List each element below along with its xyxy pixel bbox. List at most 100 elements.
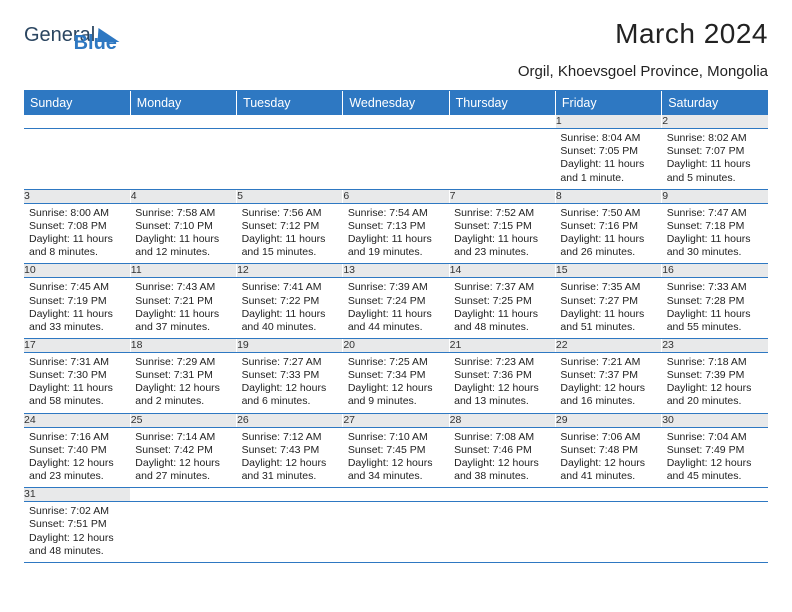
day-cell: Sunrise: 7:35 AMSunset: 7:27 PMDaylight:…: [555, 278, 661, 339]
sunrise-text: Sunrise: 7:37 AM: [454, 281, 550, 294]
day-number-cell: 20: [343, 338, 449, 352]
daylight-text2: and 12 minutes.: [135, 246, 231, 259]
sunrise-text: Sunrise: 7:21 AM: [560, 356, 656, 369]
day-cell: Sunrise: 7:21 AMSunset: 7:37 PMDaylight:…: [555, 353, 661, 414]
daylight-text2: and 33 minutes.: [29, 321, 125, 334]
calendar-table: SundayMondayTuesdayWednesdayThursdayFrid…: [24, 91, 768, 563]
daylight-text: Daylight: 12 hours: [348, 457, 444, 470]
daylight-text: Daylight: 12 hours: [560, 382, 656, 395]
daylight-text2: and 48 minutes.: [454, 321, 550, 334]
day-number-cell: 11: [130, 264, 236, 278]
day-cell: Sunrise: 7:50 AMSunset: 7:16 PMDaylight:…: [555, 203, 661, 264]
sunrise-text: Sunrise: 8:02 AM: [667, 132, 763, 145]
daylight-text2: and 45 minutes.: [667, 470, 763, 483]
daylight-text: Daylight: 12 hours: [135, 382, 231, 395]
day-number-cell: [24, 115, 130, 129]
sunset-text: Sunset: 7:10 PM: [135, 220, 231, 233]
day-cell: Sunrise: 7:29 AMSunset: 7:31 PMDaylight:…: [130, 353, 236, 414]
day-cell: Sunrise: 7:23 AMSunset: 7:36 PMDaylight:…: [449, 353, 555, 414]
sunset-text: Sunset: 7:07 PM: [667, 145, 763, 158]
daylight-text2: and 19 minutes.: [348, 246, 444, 259]
day-number-cell: [343, 488, 449, 502]
sunset-text: Sunset: 7:19 PM: [29, 295, 125, 308]
daylight-text: Daylight: 12 hours: [242, 457, 338, 470]
sunrise-text: Sunrise: 7:18 AM: [667, 356, 763, 369]
day-cell: Sunrise: 7:31 AMSunset: 7:30 PMDaylight:…: [24, 353, 130, 414]
weekday-header: Wednesday: [343, 91, 449, 115]
day-number-cell: 26: [237, 413, 343, 427]
day-cell: [237, 502, 343, 563]
sunset-text: Sunset: 7:40 PM: [29, 444, 125, 457]
day-cell: Sunrise: 7:04 AMSunset: 7:49 PMDaylight:…: [662, 427, 768, 488]
sunrise-text: Sunrise: 7:06 AM: [560, 431, 656, 444]
sunset-text: Sunset: 7:16 PM: [560, 220, 656, 233]
day-number-cell: 6: [343, 189, 449, 203]
day-number-cell: 16: [662, 264, 768, 278]
daylight-text: Daylight: 11 hours: [454, 233, 550, 246]
day-cell: Sunrise: 7:39 AMSunset: 7:24 PMDaylight:…: [343, 278, 449, 339]
daylight-text2: and 27 minutes.: [135, 470, 231, 483]
daylight-text: Daylight: 12 hours: [29, 457, 125, 470]
sunrise-text: Sunrise: 7:04 AM: [667, 431, 763, 444]
day-cell: Sunrise: 8:04 AMSunset: 7:05 PMDaylight:…: [555, 129, 661, 190]
daylight-text2: and 41 minutes.: [560, 470, 656, 483]
sunset-text: Sunset: 7:48 PM: [560, 444, 656, 457]
daylight-text: Daylight: 11 hours: [29, 233, 125, 246]
day-number-cell: [449, 115, 555, 129]
day-number-cell: 29: [555, 413, 661, 427]
day-cell: Sunrise: 7:54 AMSunset: 7:13 PMDaylight:…: [343, 203, 449, 264]
day-cell: [449, 502, 555, 563]
daylight-text: Daylight: 11 hours: [667, 308, 763, 321]
day-number-cell: [343, 115, 449, 129]
daylight-text2: and 48 minutes.: [29, 545, 125, 558]
day-cell: [130, 502, 236, 563]
day-number-cell: 15: [555, 264, 661, 278]
daylight-text: Daylight: 12 hours: [454, 457, 550, 470]
sunrise-text: Sunrise: 8:00 AM: [29, 207, 125, 220]
day-cell: Sunrise: 7:02 AMSunset: 7:51 PMDaylight:…: [24, 502, 130, 563]
daylight-text2: and 34 minutes.: [348, 470, 444, 483]
day-cell: Sunrise: 7:10 AMSunset: 7:45 PMDaylight:…: [343, 427, 449, 488]
day-number-cell: 17: [24, 338, 130, 352]
sunset-text: Sunset: 7:46 PM: [454, 444, 550, 457]
sunset-text: Sunset: 7:37 PM: [560, 369, 656, 382]
day-cell: [449, 129, 555, 190]
daylight-text2: and 23 minutes.: [454, 246, 550, 259]
daylight-text: Daylight: 12 hours: [560, 457, 656, 470]
day-number-cell: 19: [237, 338, 343, 352]
daylight-text2: and 44 minutes.: [348, 321, 444, 334]
sunset-text: Sunset: 7:34 PM: [348, 369, 444, 382]
daylight-text2: and 31 minutes.: [242, 470, 338, 483]
sunset-text: Sunset: 7:28 PM: [667, 295, 763, 308]
daylight-text2: and 9 minutes.: [348, 395, 444, 408]
day-cell: [555, 502, 661, 563]
day-cell: Sunrise: 7:45 AMSunset: 7:19 PMDaylight:…: [24, 278, 130, 339]
daylight-text: Daylight: 11 hours: [135, 308, 231, 321]
daylight-text2: and 40 minutes.: [242, 321, 338, 334]
sunrise-text: Sunrise: 7:45 AM: [29, 281, 125, 294]
location-label: Orgil, Khoevsgoel Province, Mongolia: [24, 63, 768, 84]
daylight-text: Daylight: 12 hours: [29, 532, 125, 545]
day-number-cell: 31: [24, 488, 130, 502]
sunrise-text: Sunrise: 7:47 AM: [667, 207, 763, 220]
daylight-text: Daylight: 11 hours: [560, 308, 656, 321]
weekday-header: Tuesday: [237, 91, 343, 115]
sunset-text: Sunset: 7:45 PM: [348, 444, 444, 457]
sunset-text: Sunset: 7:25 PM: [454, 295, 550, 308]
sunrise-text: Sunrise: 7:27 AM: [242, 356, 338, 369]
sunrise-text: Sunrise: 7:29 AM: [135, 356, 231, 369]
daylight-text: Daylight: 12 hours: [454, 382, 550, 395]
day-number-cell: [237, 115, 343, 129]
day-number-cell: [449, 488, 555, 502]
daylight-text: Daylight: 11 hours: [135, 233, 231, 246]
weekday-header: Friday: [555, 91, 661, 115]
sunset-text: Sunset: 7:30 PM: [29, 369, 125, 382]
sunset-text: Sunset: 7:24 PM: [348, 295, 444, 308]
day-number-cell: 12: [237, 264, 343, 278]
day-cell: Sunrise: 7:37 AMSunset: 7:25 PMDaylight:…: [449, 278, 555, 339]
sunset-text: Sunset: 7:42 PM: [135, 444, 231, 457]
sunrise-text: Sunrise: 7:41 AM: [242, 281, 338, 294]
sunrise-text: Sunrise: 8:04 AM: [560, 132, 656, 145]
daylight-text: Daylight: 11 hours: [242, 308, 338, 321]
sunset-text: Sunset: 7:18 PM: [667, 220, 763, 233]
